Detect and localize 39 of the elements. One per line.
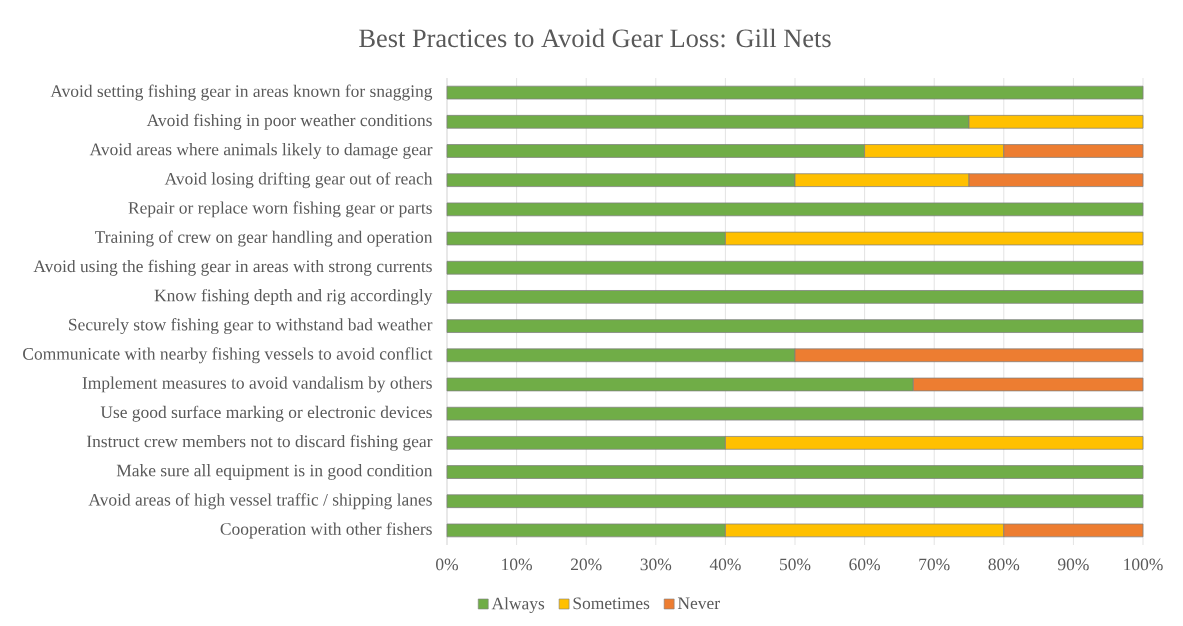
chart-title: Best Practices to Avoid Gear Loss: Gill Nets <box>359 28 831 48</box>
bar <box>446 290 1144 304</box>
y-tick-label: Avoid using the fishing gear in areas with strong currents <box>33 259 432 276</box>
y-tick-label: Avoid fishing in poor weather conditions <box>146 113 432 130</box>
x-tick-label: 0% <box>436 558 459 571</box>
y-tick-label: Cooperation with other fishers <box>220 522 432 539</box>
y-tick-label: Avoid setting fishing gear in areas known for snagging <box>50 84 433 101</box>
x-tick-label: 80% <box>988 558 1020 571</box>
y-tick-label: Training of crew on gear handling and operation <box>95 230 433 247</box>
y-tick-label: Securely stow fishing gear to withstand bad weather <box>69 318 433 335</box>
y-tick-label: Make sure all equipment is in good condition <box>116 464 433 480</box>
x-tick-label: 50% <box>780 558 811 571</box>
bar <box>446 465 1144 479</box>
y-tick-label: Instruct crew members not to discard fishing gear <box>86 434 433 451</box>
x-tick-label: 30% <box>640 558 672 571</box>
legend-label: Sometimes <box>573 597 650 610</box>
x-tick-label: 70% <box>919 558 950 571</box>
bar <box>446 85 1144 100</box>
bar <box>446 319 1144 333</box>
y-tick-label: Communicate with nearby fishing vessels to avoid conflict <box>23 347 433 364</box>
bar <box>446 202 1144 217</box>
legend-label: Never <box>677 597 720 610</box>
bar <box>446 494 1144 509</box>
legend-label: Always <box>491 597 545 614</box>
y-tick-label: Avoid areas where animals likely to damage gear <box>89 143 433 159</box>
x-tick-label: 10% <box>502 558 532 571</box>
y-tick-label: Implement measures to avoid vandalism by others <box>82 376 432 393</box>
x-tick-label: 20% <box>570 558 602 571</box>
y-tick-label: Use good surface marking or electronic devices <box>100 405 432 422</box>
x-tick-label: 40% <box>709 558 741 571</box>
x-tick-label: 60% <box>849 558 880 571</box>
y-tick-label: Repair or replace worn fishing gear or parts <box>128 201 432 218</box>
bar <box>446 260 1144 275</box>
y-tick-label: Avoid losing drifting gear out of reach <box>164 172 433 189</box>
x-tick-label: 100% <box>1124 558 1163 571</box>
y-tick-label: Know fishing depth and rig accordingly <box>154 288 433 305</box>
bar <box>446 406 1144 421</box>
x-tick-label: 90% <box>1057 558 1089 571</box>
y-tick-label: Avoid areas of high vessel traffic / shipping lanes <box>88 493 432 510</box>
